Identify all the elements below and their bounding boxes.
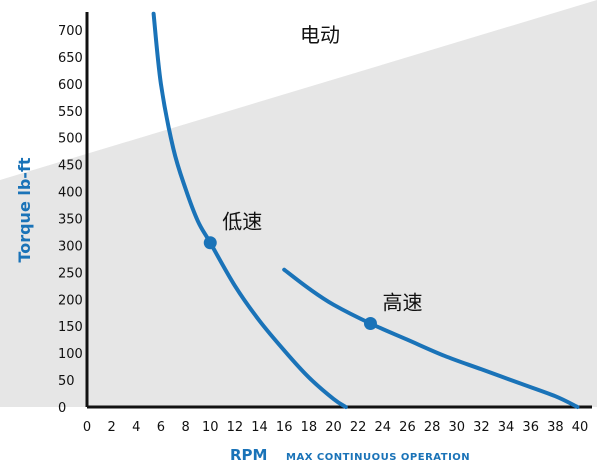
x-tick-label: 34 bbox=[498, 420, 515, 435]
x-tick-label: 20 bbox=[325, 420, 342, 435]
x-tick-label: 32 bbox=[473, 420, 490, 435]
x-tick-label: 28 bbox=[424, 420, 441, 435]
x-tick-label: 2 bbox=[108, 420, 116, 435]
y-tick-label: 200 bbox=[58, 293, 83, 308]
x-tick-label: 14 bbox=[251, 420, 268, 435]
x-tick-label: 4 bbox=[132, 420, 140, 435]
series-label-2: 高速 bbox=[382, 291, 422, 315]
x-tick-label: 16 bbox=[276, 420, 293, 435]
y-tick-label: 100 bbox=[58, 347, 83, 362]
y-tick-label: 150 bbox=[58, 320, 83, 335]
x-tick-label: 8 bbox=[181, 420, 189, 435]
series-marker-1 bbox=[203, 236, 217, 250]
shaded-region bbox=[0, 0, 597, 407]
x-tick-label: 6 bbox=[157, 420, 165, 435]
y-tick-label: 50 bbox=[58, 374, 75, 389]
x-tick-label: 30 bbox=[448, 420, 465, 435]
x-tick-label: 12 bbox=[227, 420, 244, 435]
x-tick-label: 36 bbox=[522, 420, 539, 435]
y-tick-labels: 0 50 100 150 200 250 300 350 400 450 500 550 600 650 7… bbox=[58, 24, 83, 416]
x-tick-label: 40 bbox=[572, 420, 589, 435]
x-tick-label: 18 bbox=[301, 420, 318, 435]
y-tick-label: 0 bbox=[58, 401, 66, 416]
y-tick-label: 350 bbox=[58, 213, 83, 228]
x-tick-label: 10 bbox=[202, 420, 219, 435]
series-marker-2 bbox=[363, 317, 377, 331]
y-tick-label: 600 bbox=[58, 78, 83, 93]
x-axis-subtitle: MAX CONTINUOUS OPERATION bbox=[286, 452, 470, 463]
x-tick-label: 22 bbox=[350, 420, 367, 435]
x-axis-title: RPM bbox=[230, 446, 267, 464]
y-tick-label: 450 bbox=[58, 159, 83, 174]
axes bbox=[85, 12, 592, 409]
y-tick-label: 400 bbox=[58, 186, 83, 201]
y-tick-label: 550 bbox=[58, 105, 83, 120]
series-line-2 bbox=[282, 267, 580, 409]
y-tick-label: 700 bbox=[58, 24, 83, 39]
x-tick-labels: 0 2 4 6 8 10 12 14 16 18 20 22 24 26 28 30 32 34 36 38 40 bbox=[83, 420, 588, 435]
x-tick-label: 26 bbox=[399, 420, 416, 435]
x-tick-label: 38 bbox=[547, 420, 564, 435]
region-label: 电动 bbox=[300, 23, 340, 47]
y-tick-label: 300 bbox=[58, 239, 83, 254]
shaded-band bbox=[0, 0, 597, 407]
y-axis-title: Torque lb-ft bbox=[15, 157, 34, 262]
series-label-1: 低速 bbox=[222, 210, 262, 234]
x-tick-label: 0 bbox=[83, 420, 91, 435]
y-tick-label: 500 bbox=[58, 132, 83, 147]
series-line-1 bbox=[151, 11, 348, 409]
y-tick-label: 250 bbox=[58, 266, 83, 281]
x-tick-label: 24 bbox=[375, 420, 392, 435]
y-tick-label: 650 bbox=[58, 51, 83, 66]
